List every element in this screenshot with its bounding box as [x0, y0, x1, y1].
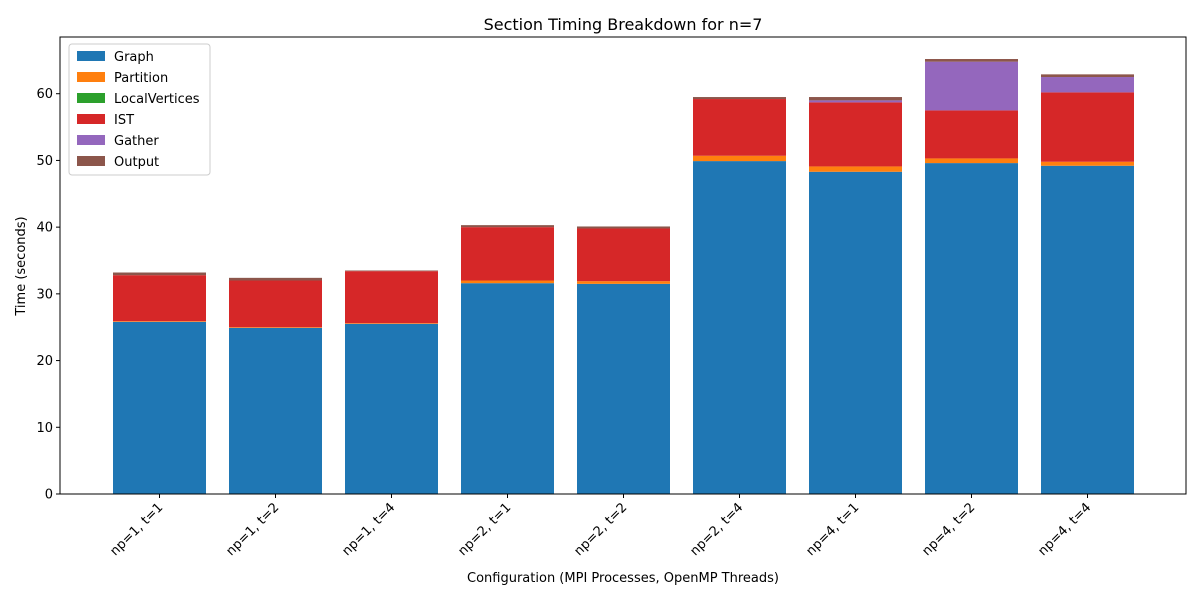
bar-graph-4 [461, 283, 554, 494]
legend-swatch-partition [77, 72, 105, 82]
y-tick-label: 10 [36, 421, 53, 436]
y-tick-label: 40 [36, 221, 53, 236]
x-tick-label: np=2, t=1 [456, 500, 515, 559]
bar-ist-4 [461, 227, 554, 281]
x-tick-label: np=1, t=4 [340, 500, 399, 559]
bar-ist-7 [809, 102, 902, 167]
bar-gather-7 [809, 100, 902, 103]
bar-partition-1 [113, 321, 206, 322]
bar-partition-3 [345, 323, 438, 324]
bar-ist-2 [229, 280, 322, 328]
legend-label-partition: Partition [114, 71, 168, 86]
y-tick-label: 50 [36, 154, 53, 169]
bar-graph-9 [1041, 165, 1134, 494]
bar-graph-2 [229, 327, 322, 494]
bar-ist-5 [577, 228, 670, 282]
bar-partition-9 [1041, 161, 1134, 166]
bar-output-1 [113, 272, 206, 276]
legend-label-graph: Graph [114, 50, 154, 65]
bar-output-9 [1041, 74, 1134, 78]
bar-output-6 [693, 97, 786, 100]
legend-label-ist: IST [114, 113, 134, 128]
legend-label-gather: Gather [114, 134, 159, 149]
bar-graph-1 [113, 321, 206, 494]
legend-label-output: Output [114, 155, 159, 170]
bar-output-2 [229, 277, 322, 281]
y-tick-label: 60 [36, 87, 53, 102]
bar-gather-8 [925, 61, 1018, 111]
x-tick-label: np=1, t=1 [108, 500, 167, 559]
bar-ist-6 [693, 99, 786, 156]
bars-layer [113, 59, 1134, 495]
bar-graph-6 [693, 161, 786, 494]
bar-partition-6 [693, 155, 786, 162]
bar-partition-7 [809, 166, 902, 172]
bar-ist-3 [345, 271, 438, 324]
legend-swatch-graph [77, 51, 105, 61]
bar-ist-8 [925, 110, 1018, 159]
y-axis-title: Time (seconds) [14, 216, 29, 316]
bar-output-7 [809, 97, 902, 101]
y-tick-label: 0 [45, 488, 53, 503]
bar-output-5 [577, 226, 670, 229]
bar-output-4 [461, 225, 554, 228]
x-tick-label: np=4, t=1 [804, 500, 863, 559]
x-axis-title: Configuration (MPI Processes, OpenMP Thr… [467, 571, 779, 586]
legend-swatch-gather [77, 135, 105, 145]
y-tick-label: 20 [36, 354, 53, 369]
bar-ist-9 [1041, 92, 1134, 162]
bar-output-8 [925, 59, 1018, 62]
bar-graph-3 [345, 323, 438, 494]
legend-swatch-localvertices [77, 93, 105, 103]
bar-graph-7 [809, 171, 902, 495]
x-tick-label: np=4, t=2 [920, 500, 979, 559]
bar-graph-5 [577, 283, 670, 494]
bar-partition-2 [229, 327, 322, 328]
bar-ist-1 [113, 275, 206, 322]
x-tick-label: np=2, t=4 [688, 500, 747, 559]
bar-partition-8 [925, 158, 1018, 164]
x-tick-label: np=4, t=4 [1036, 500, 1095, 559]
legend: Graph Partition LocalVertices IST Gather Outp… [68, 43, 211, 176]
legend-label-localvertices: LocalVertices [114, 92, 200, 107]
bar-partition-5 [577, 281, 670, 284]
bar-output-3 [345, 270, 438, 272]
chart-title: Section Timing Breakdown for n=7 [484, 15, 763, 34]
y-tick-label: 30 [36, 287, 53, 302]
legend-swatch-output [77, 156, 105, 166]
legend-swatch-ist [77, 114, 105, 124]
bar-gather-9 [1041, 77, 1134, 93]
x-tick-label: np=1, t=2 [224, 500, 283, 559]
x-tick-label: np=2, t=2 [572, 500, 631, 559]
bar-graph-8 [925, 163, 1018, 494]
bar-partition-4 [461, 280, 554, 284]
